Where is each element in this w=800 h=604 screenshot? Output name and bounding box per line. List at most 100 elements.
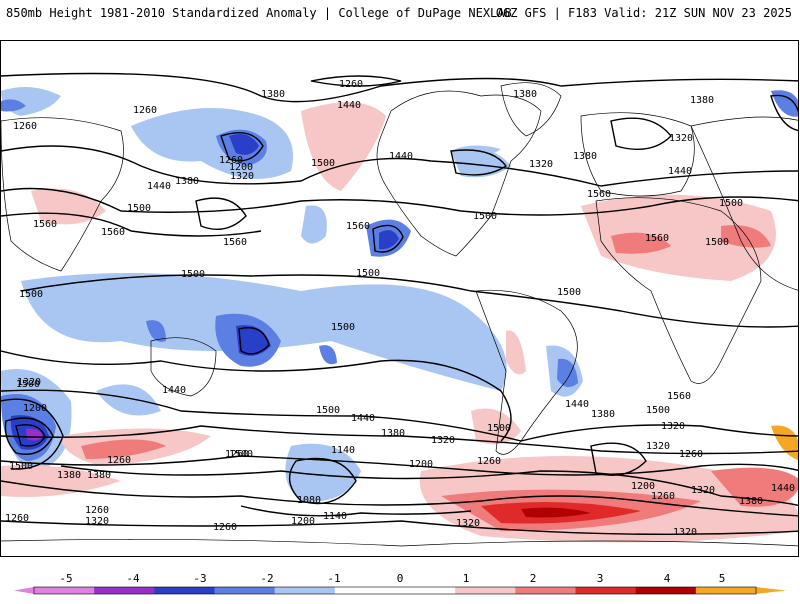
anomaly-blob-ne-europe xyxy=(771,90,798,117)
contour-1320-s xyxy=(1,455,798,476)
contour-label: 1260 xyxy=(225,449,249,460)
contour-label: 1440 xyxy=(351,413,375,424)
colorbar-swatch-zero-neg xyxy=(334,587,396,594)
contour-label: 1560 xyxy=(101,227,125,238)
australia-outline xyxy=(150,337,217,397)
height-contours xyxy=(1,72,798,536)
colorbar-swatch-pos2 xyxy=(515,587,576,594)
contour-label: 1320 xyxy=(691,485,715,496)
colorbar-swatch-neg2 xyxy=(214,587,276,594)
contour-label: 1320 xyxy=(646,441,670,452)
contour-label: 1200 xyxy=(409,459,433,470)
north-america-outline xyxy=(376,90,542,257)
contour-label: 1500 xyxy=(9,461,33,472)
contour-1440-s xyxy=(1,389,798,442)
contour-label: 1500 xyxy=(705,237,729,248)
anomaly-blob-sw-pacific-2 xyxy=(81,439,166,459)
colorbar-tick-label: 1 xyxy=(463,572,470,585)
anomaly-blob-bering-core xyxy=(229,133,259,155)
contour-label: 1560 xyxy=(223,237,247,248)
contour-label: 1440 xyxy=(668,166,692,177)
contour-label: 1140 xyxy=(331,445,355,456)
contour-label: 1380 xyxy=(690,95,714,106)
anomaly-blob-tahiti xyxy=(319,345,337,365)
contour-1380-s xyxy=(1,425,798,455)
contour-1140-s xyxy=(240,505,472,517)
contour-label: 1320 xyxy=(85,516,109,527)
contour-1260-s xyxy=(60,465,798,507)
contour-label: 1560 xyxy=(587,189,611,200)
contour-label: 1440 xyxy=(771,483,795,494)
map-header: 850mb Height 1981-2010 Standardized Anom… xyxy=(0,0,800,26)
contour-label: 1380 xyxy=(175,176,199,187)
colorbar-swatch-neg4 xyxy=(94,587,155,594)
contour-label: 1320 xyxy=(230,171,254,182)
contour-label: 1260 xyxy=(339,79,363,90)
anomaly-blob-indonesia xyxy=(146,320,166,342)
contour-label: 1260 xyxy=(133,105,157,116)
africa-outline xyxy=(595,197,762,384)
anomaly-blob-brazil-core xyxy=(557,358,578,388)
contour-label: 1500 xyxy=(557,287,581,298)
contour-label: 1260 xyxy=(213,522,237,533)
anomaly-blob-sahel xyxy=(611,232,671,254)
contour-n-atlantic-low xyxy=(450,149,508,176)
contour-label: 1380 xyxy=(57,470,81,481)
contour-label: 1560 xyxy=(33,219,57,230)
contour-1500-s xyxy=(1,350,512,442)
contour-label: 1440 xyxy=(162,385,186,396)
contour-label: 1200 xyxy=(631,481,655,492)
colorbar-right-arrow xyxy=(756,587,786,594)
contour-label: 1500 xyxy=(127,203,151,214)
anomaly-map: 1260 1380 1440 1380 1380 1260 1260 1260 … xyxy=(1,72,798,547)
antarctica-outline xyxy=(1,538,798,547)
anomaly-blob-arctic-core xyxy=(1,99,26,112)
colorbar-tick-label: -5 xyxy=(59,572,72,585)
contour-w-low-3 xyxy=(1,398,64,470)
contour-label: 1260 xyxy=(5,513,29,524)
colorbar-swatch-pos1 xyxy=(455,587,516,594)
contour-label: 1260 xyxy=(107,455,131,466)
contour-label: 1440 xyxy=(337,100,361,111)
colorbar-swatches xyxy=(14,586,786,595)
europe-outline xyxy=(580,112,695,197)
contour-label: 1440 xyxy=(389,151,413,162)
colorbar-swatch-zero-pos xyxy=(395,587,456,594)
contour-label: 1080 xyxy=(297,495,321,506)
contour-scandinavia xyxy=(610,117,672,150)
contour-label: 1500 xyxy=(473,211,497,222)
contour-calif-low xyxy=(372,224,404,253)
anomaly-blob-s-indian xyxy=(711,467,798,507)
contour-label: 1500 xyxy=(19,289,43,300)
contour-1500-mid xyxy=(1,187,798,216)
contour-label: 1320 xyxy=(456,518,480,529)
anomaly-blob-npacific xyxy=(131,108,293,179)
contour-label: 1560 xyxy=(667,391,691,402)
contour-label: 1260 xyxy=(651,491,675,502)
contour-label: 1260 xyxy=(219,155,243,166)
contour-label: 1560 xyxy=(346,221,370,232)
contour-label: 1380 xyxy=(573,151,597,162)
colorbar-tick-label: -3 xyxy=(193,572,206,585)
contour-1500-trop xyxy=(20,274,798,328)
contour-label: 1500 xyxy=(646,405,670,416)
contour-label: 1380 xyxy=(381,428,405,439)
anomaly-blob-alaska xyxy=(301,102,386,191)
contour-label: 1440 xyxy=(147,181,171,192)
contour-label: 1260 xyxy=(13,121,37,132)
contour-1260-top xyxy=(310,75,402,87)
contour-ne-low xyxy=(770,94,798,132)
anomaly-blob-nepacific xyxy=(301,205,327,244)
contour-label: 1500 xyxy=(229,449,253,460)
contour-1560-hawaii xyxy=(195,197,247,230)
colorbar-tick-label: -1 xyxy=(327,572,340,585)
contour-labels: 1260 1380 1440 1380 1380 1260 1260 1260 … xyxy=(5,79,795,538)
colorbar-tick-label: 3 xyxy=(597,572,604,585)
anomaly-blob-calif-core xyxy=(379,230,399,250)
contour-label: 1320 xyxy=(17,377,41,388)
colorbar-left-arrow xyxy=(14,587,34,594)
contour-label: 1260 xyxy=(477,456,501,467)
contour-label: 1380 xyxy=(261,89,285,100)
contour-label: 1320 xyxy=(431,435,455,446)
colorbar-tick-label: 2 xyxy=(530,572,537,585)
